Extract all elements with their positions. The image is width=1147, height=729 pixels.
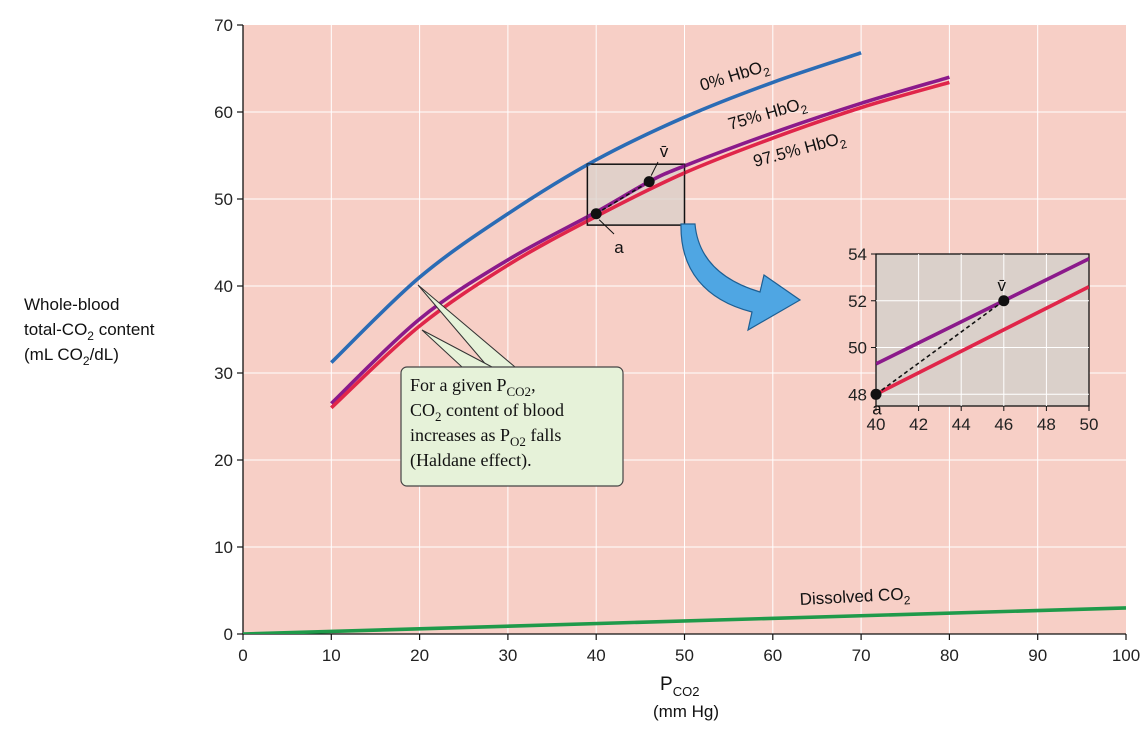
y-tick-label: 20 — [214, 451, 233, 470]
series-line-green — [243, 606, 1126, 634]
point-a — [590, 208, 602, 220]
inset-x-tick-label: 48 — [1037, 415, 1056, 434]
x-tick-label: 50 — [675, 646, 694, 665]
inset-point-v-label: v̄ — [998, 276, 1007, 295]
inset-y-tick-label: 54 — [848, 245, 867, 264]
zoom-series-line-blue — [587, 164, 592, 167]
zoom-series-line-purple — [587, 164, 685, 219]
y-axis-title-part: (mL CO — [24, 345, 83, 364]
y-tick-label: 50 — [214, 190, 233, 209]
y-tick-label: 40 — [214, 277, 233, 296]
point-v-label: v̄ — [660, 142, 669, 161]
y-axis-title-line1: Whole-blood — [24, 295, 119, 314]
x-axis-unit: (mm Hg) — [653, 702, 719, 721]
x-tick-label: 0 — [238, 646, 247, 665]
x-axis-title-main: P — [660, 674, 673, 695]
inset-x-tick-label: 46 — [994, 415, 1013, 434]
x-tick-label: 60 — [763, 646, 782, 665]
callout-part: increases as P — [410, 425, 510, 445]
inset-y-tick-label: 52 — [848, 292, 867, 311]
x-tick-label: 20 — [410, 646, 429, 665]
y-axis-title-part: total-CO — [24, 320, 87, 339]
y-axis-title-part: content — [94, 320, 155, 339]
callout-line: increases as PO2 falls — [410, 425, 561, 449]
inset-plot: 40 42 44 46 48 50 48 50 52 54 a v̄ — [848, 245, 1098, 434]
inset-x-tick-label: 42 — [909, 415, 928, 434]
y-axis-title-part: /dL) — [90, 345, 119, 364]
x-tick-label: 40 — [587, 646, 606, 665]
inset-point-v — [998, 295, 1010, 307]
inset-dashed-line — [875, 300, 1005, 395]
x-axis-title: PCO2 — [660, 674, 699, 699]
point-a-label: a — [614, 238, 624, 257]
x-axis-title-sub: CO2 — [673, 684, 700, 699]
x-tick-label: 100 — [1112, 646, 1140, 665]
inset-x-tick-label: 50 — [1080, 415, 1099, 434]
x-tick-label: 10 — [322, 646, 341, 665]
inset-y-tick-label: 50 — [848, 339, 867, 358]
callout-box — [400, 366, 624, 487]
y-axis-title-line3: (mL CO2/dL) — [24, 345, 119, 368]
y-tick-label: 60 — [214, 103, 233, 122]
label-0pct-hbo2-sub: 2 — [762, 64, 773, 79]
y-axis-title-sub: 2 — [87, 329, 94, 343]
label-dissolved-co2: Dissolved CO2 — [799, 584, 911, 613]
callout-sub: 2 — [435, 409, 442, 424]
x-tick-label: 70 — [852, 646, 871, 665]
x-tick-label: 80 — [940, 646, 959, 665]
y-tick-label: 30 — [214, 364, 233, 383]
callout-sub: O2 — [510, 434, 526, 449]
y-tick-label: 10 — [214, 538, 233, 557]
inset-point-a — [870, 388, 882, 400]
label-75pct-hbo2-sub: 2 — [799, 102, 810, 117]
x-tick-label: 90 — [1028, 646, 1047, 665]
callout-part: , — [531, 375, 536, 395]
zoom-series-group — [587, 164, 685, 224]
inset-point-a-label: a — [872, 399, 882, 418]
inset-x-tick-label: 40 — [867, 415, 886, 434]
zoom-arrow — [680, 223, 802, 332]
point-v-leader — [650, 161, 659, 176]
label-97-5pct-hbo2-sub: 2 — [838, 137, 848, 152]
y-tick-label: 0 — [224, 625, 233, 644]
x-tick-label: 30 — [498, 646, 517, 665]
callout-line: CO2 content of blood — [410, 400, 564, 424]
callout-part: (Haldane effect). — [410, 450, 532, 471]
zoom-series-line-red — [587, 170, 685, 224]
callout-part: falls — [526, 425, 562, 445]
callout-line: For a given PCO2, — [410, 375, 536, 399]
a-to-v-dashed-line — [595, 180, 650, 215]
callout-sub: CO2 — [507, 384, 532, 399]
point-a-leader — [598, 219, 615, 235]
callout-part: CO — [410, 400, 435, 420]
label-dissolved-co2-sub: 2 — [903, 593, 911, 607]
inset-x-tick-label: 44 — [952, 415, 971, 434]
y-axis-title-sub: 2 — [83, 354, 90, 368]
overlay: For a given PCO2,CO2 content of bloodinc… — [400, 223, 802, 487]
callout-part: content of blood — [442, 400, 564, 420]
callout-part: For a given P — [410, 375, 507, 395]
inset-y-tick-label: 48 — [848, 385, 867, 404]
inset-plot-area — [875, 253, 1090, 407]
callout-line: (Haldane effect). — [410, 450, 532, 471]
point-v — [643, 176, 655, 188]
inset-series-line-red — [876, 285, 1089, 396]
y-axis-title-line2: total-CO2 content — [24, 320, 155, 343]
y-tick-label: 70 — [214, 16, 233, 35]
